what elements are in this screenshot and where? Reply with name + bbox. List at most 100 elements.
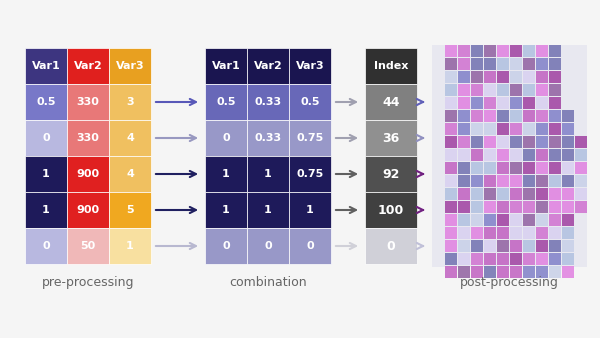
Text: 50: 50	[80, 241, 95, 251]
Bar	[523, 175, 535, 187]
Bar	[205, 192, 247, 228]
Bar	[549, 123, 561, 135]
Bar	[247, 48, 289, 84]
Text: 1: 1	[222, 205, 230, 215]
Bar	[484, 97, 496, 109]
Bar	[497, 71, 509, 83]
Text: Var1: Var1	[212, 61, 241, 71]
Text: Var3: Var3	[116, 61, 145, 71]
Bar	[484, 110, 496, 122]
Bar	[549, 58, 561, 70]
Bar	[510, 71, 522, 83]
Bar	[445, 110, 457, 122]
Bar	[536, 136, 548, 148]
Bar	[205, 84, 247, 120]
Bar	[484, 71, 496, 83]
Bar	[575, 175, 587, 187]
Text: 330: 330	[77, 133, 100, 143]
Bar	[536, 227, 548, 239]
Bar	[562, 110, 574, 122]
Bar	[510, 149, 522, 161]
Bar	[289, 192, 331, 228]
Bar	[562, 227, 574, 239]
Text: 0: 0	[306, 241, 314, 251]
Text: post-processing: post-processing	[460, 276, 559, 289]
Bar	[458, 201, 470, 213]
Bar	[445, 123, 457, 135]
Bar	[536, 123, 548, 135]
Bar	[562, 266, 574, 278]
Bar	[510, 266, 522, 278]
Bar	[458, 188, 470, 200]
Text: 900: 900	[76, 169, 100, 179]
Bar	[497, 149, 509, 161]
Bar	[458, 175, 470, 187]
Bar	[549, 201, 561, 213]
Bar	[536, 45, 548, 57]
Bar	[67, 228, 109, 264]
Bar	[510, 110, 522, 122]
Bar	[549, 110, 561, 122]
Bar	[445, 214, 457, 226]
Bar	[549, 162, 561, 174]
Text: 92: 92	[382, 168, 400, 180]
Bar	[484, 136, 496, 148]
Bar	[484, 149, 496, 161]
Bar	[549, 149, 561, 161]
Bar	[458, 253, 470, 265]
Bar	[445, 188, 457, 200]
Bar	[109, 120, 151, 156]
Bar	[549, 136, 561, 148]
Bar	[458, 84, 470, 96]
Bar	[575, 188, 587, 200]
Bar	[523, 123, 535, 135]
Bar	[536, 97, 548, 109]
Bar	[247, 228, 289, 264]
Bar	[289, 156, 331, 192]
Bar	[575, 201, 587, 213]
Bar	[484, 266, 496, 278]
Text: 330: 330	[77, 97, 100, 107]
Bar	[365, 192, 417, 228]
Text: 0: 0	[222, 241, 230, 251]
Bar	[523, 253, 535, 265]
Text: 0: 0	[42, 133, 50, 143]
Bar	[205, 156, 247, 192]
Bar	[25, 228, 67, 264]
Bar	[445, 253, 457, 265]
Bar	[536, 175, 548, 187]
Bar	[484, 227, 496, 239]
Bar	[67, 120, 109, 156]
Bar	[497, 266, 509, 278]
Bar	[445, 162, 457, 174]
Bar	[523, 188, 535, 200]
Bar	[458, 123, 470, 135]
Bar	[510, 175, 522, 187]
Bar	[549, 266, 561, 278]
Text: 0: 0	[222, 133, 230, 143]
Bar	[536, 162, 548, 174]
Bar	[205, 120, 247, 156]
Bar	[471, 175, 483, 187]
Bar	[575, 162, 587, 174]
Text: 1: 1	[264, 205, 272, 215]
Bar	[289, 120, 331, 156]
Bar	[523, 136, 535, 148]
Bar	[445, 175, 457, 187]
Bar	[445, 240, 457, 252]
Bar	[445, 71, 457, 83]
Bar	[25, 192, 67, 228]
Bar	[510, 227, 522, 239]
Bar	[510, 188, 522, 200]
Bar	[484, 201, 496, 213]
Bar	[458, 45, 470, 57]
Bar	[575, 136, 587, 148]
Text: 1: 1	[264, 169, 272, 179]
Bar	[471, 253, 483, 265]
Bar	[67, 156, 109, 192]
Bar	[523, 110, 535, 122]
Bar	[67, 192, 109, 228]
Bar	[109, 84, 151, 120]
Bar	[458, 240, 470, 252]
Text: 0.33: 0.33	[254, 133, 281, 143]
